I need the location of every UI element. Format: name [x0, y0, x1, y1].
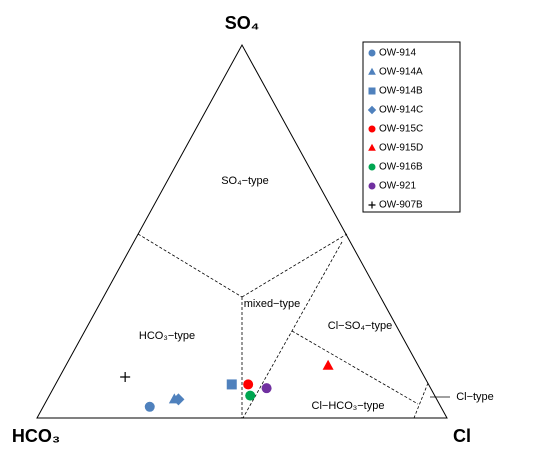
legend-label: OW-907B — [379, 200, 423, 211]
legend-marker — [368, 201, 376, 209]
boundary — [413, 382, 429, 419]
legend — [362, 41, 461, 213]
region-label: HCO₃−type — [139, 330, 195, 342]
legend-label: OW-921 — [379, 181, 416, 192]
boundary — [242, 241, 343, 419]
legend-label: OW-914A — [379, 67, 423, 78]
data-point — [172, 393, 185, 406]
legend-label: OW-914C — [379, 105, 423, 116]
data-point — [243, 379, 254, 390]
region-label: Cl−SO₄−type — [328, 320, 392, 332]
axis-label: SO₄ — [225, 13, 260, 33]
legend-label: OW-915C — [379, 124, 423, 135]
data-point — [226, 379, 237, 390]
boundary — [241, 233, 348, 298]
data-point — [245, 390, 256, 401]
data-point — [120, 371, 131, 382]
boundary — [137, 233, 243, 298]
data-point — [261, 383, 272, 394]
legend-marker — [368, 87, 376, 95]
data-point — [144, 401, 155, 412]
legend-label: OW-914 — [379, 48, 416, 59]
legend-label: OW-914B — [379, 86, 423, 97]
legend-marker — [368, 67, 376, 75]
region-label: Cl−HCO₃−type — [312, 400, 385, 412]
legend-label: OW-916B — [379, 162, 423, 173]
region-label: mixed−type — [244, 298, 301, 310]
legend-marker — [367, 105, 377, 115]
legend-label: OW-915D — [379, 143, 423, 154]
data-point — [322, 359, 334, 370]
region-label: Cl−type — [456, 391, 494, 403]
axis-label: HCO₃ — [12, 426, 60, 446]
legend-marker — [368, 182, 376, 190]
boundary — [291, 330, 419, 405]
legend-marker — [368, 143, 376, 151]
region-label: SO₄−type — [221, 175, 269, 187]
legend-marker — [368, 125, 376, 133]
axis-label: Cl — [453, 426, 471, 446]
legend-marker — [368, 163, 376, 171]
legend-marker — [368, 49, 376, 57]
